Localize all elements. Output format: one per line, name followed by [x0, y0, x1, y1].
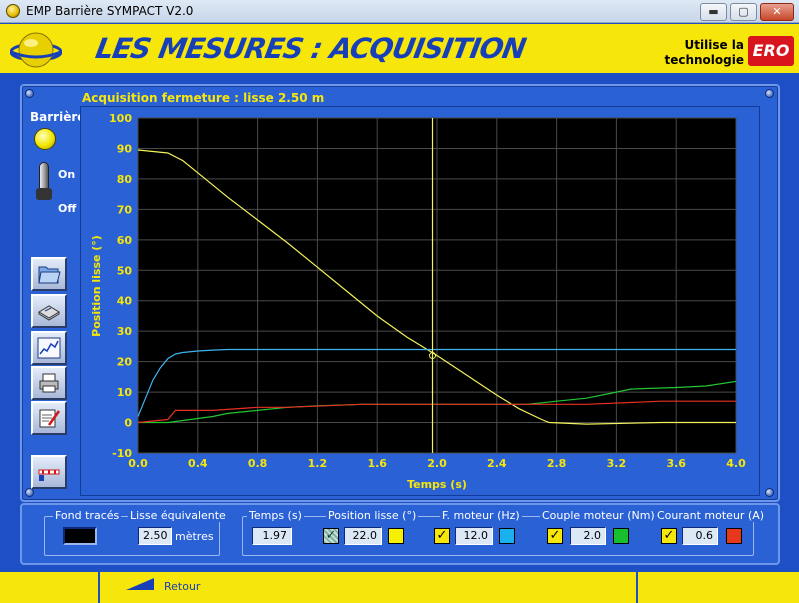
position-value-field: 22.0 — [344, 527, 382, 545]
back-tab[interactable] — [98, 572, 638, 603]
print-icon — [39, 373, 59, 393]
fond-traces-label: Fond tracés — [53, 509, 122, 522]
lisse-value-field[interactable]: 2.50 — [138, 527, 172, 545]
x-tick-label: 0.0 — [128, 457, 148, 470]
x-tick-label: 1.6 — [367, 457, 387, 470]
y-tick-label: 90 — [117, 142, 133, 155]
series-line-0 — [137, 149, 736, 425]
couple-label: Couple moteur (Nm) — [540, 509, 657, 522]
position-lisse-label: Position lisse (°) — [326, 509, 419, 522]
screw-icon — [765, 488, 774, 497]
acquisition-title: Acquisition fermeture : lisse 2.50 m — [82, 91, 325, 105]
maximize-button[interactable]: ▢ — [730, 3, 757, 21]
x-tick-label: 2.0 — [427, 457, 447, 470]
y-tick-label: 50 — [117, 264, 133, 277]
open-file-button[interactable] — [31, 257, 67, 291]
report-edit-icon — [39, 409, 61, 428]
couple-value-field: 2.0 — [570, 527, 606, 545]
x-tick-label: 0.4 — [188, 457, 208, 470]
x-tick-label: 4.0 — [726, 457, 746, 470]
y-tick-label: 60 — [117, 234, 133, 247]
barrier-exit-icon — [38, 469, 60, 481]
print-button[interactable] — [31, 366, 67, 400]
app-header: LES MESURES : ACQUISITION Utilise la tec… — [0, 24, 799, 76]
y-axis-label: Position lisse (°) — [90, 235, 103, 337]
y-tick-label: 70 — [117, 203, 133, 216]
uses-technology-text: Utilise la technologie — [662, 38, 744, 68]
y-tick-label: 80 — [117, 173, 133, 186]
save-disk-icon — [38, 305, 60, 321]
x-tick-label: 0.8 — [248, 457, 268, 470]
y-tick-label: 20 — [117, 356, 133, 369]
couple-checkbox[interactable]: ✓ — [547, 528, 563, 544]
screw-icon — [765, 89, 774, 98]
courant-checkbox[interactable]: ✓ — [661, 528, 677, 544]
lisse-equivalente-label: Lisse équivalente — [128, 509, 228, 522]
position-color-swatch[interactable] — [388, 528, 404, 544]
back-button[interactable]: Retour — [164, 580, 201, 593]
fmoteur-checkbox[interactable]: ✓ — [434, 528, 450, 544]
report-edit-button[interactable] — [31, 401, 67, 435]
fmoteur-color-swatch[interactable] — [499, 528, 515, 544]
y-tick-label: 30 — [117, 325, 133, 338]
courant-value-field: 0.6 — [682, 527, 718, 545]
temps-label: Temps (s) — [247, 509, 304, 522]
barriere-label: Barrière — [30, 110, 86, 124]
minimize-button[interactable]: ▬ — [700, 3, 727, 21]
save-button[interactable] — [31, 294, 67, 328]
y-tick-label: 0 — [124, 417, 132, 430]
screw-icon — [25, 89, 34, 98]
series-line-1 — [137, 348, 736, 417]
graph-view-button[interactable] — [31, 331, 67, 365]
courant-label: Courant moteur (A) — [655, 509, 767, 522]
uses-line-1: Utilise la — [684, 38, 745, 52]
back-arrow-icon — [126, 578, 154, 590]
fmoteur-label: F. moteur (Hz) — [440, 509, 522, 522]
close-button[interactable]: ✕ — [760, 3, 794, 21]
fmoteur-value-field: 12.0 — [455, 527, 493, 545]
barrier-exit-button[interactable] — [31, 455, 67, 489]
x-tick-label: 3.2 — [607, 457, 627, 470]
cursor-marker — [429, 352, 437, 360]
values-group — [242, 516, 754, 556]
toggle-base — [36, 188, 52, 200]
lisse-unit-label: mètres — [175, 530, 214, 543]
x-tick-label: 3.6 — [666, 457, 686, 470]
x-axis-label: Temps (s) — [407, 478, 467, 491]
temps-value-field: 1.97 — [252, 527, 292, 545]
page-title: LES MESURES : ACQUISITION — [93, 32, 528, 65]
x-tick-label: 1.2 — [308, 457, 328, 470]
on-off-toggle[interactable] — [36, 162, 52, 206]
graph-view-icon — [37, 337, 61, 359]
y-tick-label: 40 — [117, 295, 133, 308]
uses-line-2: technologie — [664, 53, 744, 67]
acquisition-chart[interactable]: 0.0 0.4 0.8 1.2 1.6 2.0 2.4 2.8 3.2 3.6 4.0 100908… — [80, 106, 760, 496]
screw-icon — [25, 488, 34, 497]
y-tick-label: 100 — [109, 112, 132, 125]
position-checkbox[interactable]: ✓ — [323, 528, 339, 544]
on-label: On — [58, 168, 76, 181]
background-color-swatch[interactable] — [63, 527, 97, 545]
x-tick-label: 2.8 — [547, 457, 567, 470]
y-tick-label: -10 — [112, 447, 132, 460]
series-line-3 — [137, 400, 736, 424]
footer-bar: Retour — [0, 570, 799, 603]
open-file-icon — [38, 266, 61, 284]
x-tick-label: 2.4 — [487, 457, 507, 470]
off-label: Off — [58, 202, 77, 215]
planet-logo-icon — [10, 32, 62, 68]
ero-logo: ERO — [748, 36, 794, 66]
window-title: EMP Barrière SYMPACT V2.0 — [26, 4, 194, 18]
courant-color-swatch[interactable] — [726, 528, 742, 544]
app-icon — [6, 4, 20, 18]
y-tick-label: 10 — [117, 386, 133, 399]
window-titlebar: EMP Barrière SYMPACT V2.0 ▬ ▢ ✕ — [0, 0, 799, 23]
couple-color-swatch[interactable] — [613, 528, 629, 544]
status-lamp-icon — [34, 128, 56, 150]
